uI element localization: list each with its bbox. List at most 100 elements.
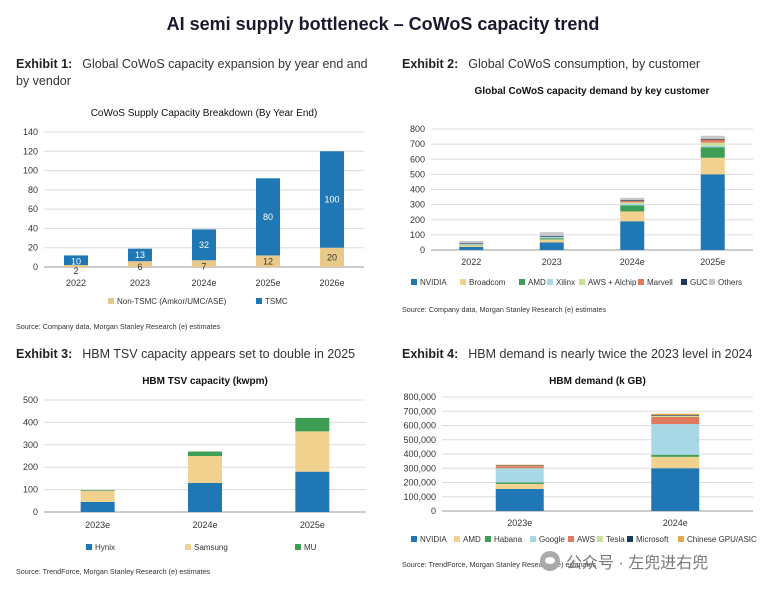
chart-hbm-tsv: HBM TSV capacity (kwpm) 0 100 200 300 400 500 2… — [10, 372, 375, 562]
bar-nvidia-2025e — [700, 174, 725, 250]
y-tick-label: 400 — [23, 417, 38, 427]
exhibit-2-caption: Global CoWoS consumption, by customer — [468, 57, 701, 71]
bar-amd-2023e — [495, 483, 544, 489]
bar-others-2022 — [459, 240, 484, 244]
bar-xilinx-2022 — [459, 243, 484, 245]
y-tick-label: 300,000 — [403, 463, 436, 473]
x-tick-label: 2022 — [66, 278, 86, 288]
exhibit-3-source: Source: TrendForce, Morgan Stanley Resea… — [16, 567, 211, 576]
legend-swatch-aws — [568, 536, 574, 542]
y-tick-label: 80 — [28, 185, 38, 195]
y-tick-label: 200 — [410, 215, 425, 225]
bar-mu-2023e — [80, 490, 115, 491]
bar-samsung-2025e — [295, 431, 330, 472]
bar-aws-alchip-2025e — [700, 142, 725, 146]
y-tick-label: 400 — [410, 185, 425, 195]
x-tick-label: 2022 — [461, 257, 481, 267]
legend-label-nvidia: NVIDIA — [420, 278, 447, 287]
data-label: 80 — [263, 212, 273, 222]
legend-swatch-non-tsmc-amkor-umc-ase — [108, 298, 114, 304]
chart-cowos-supply-svg: CoWoS Supply Capacity Breakdown (By Year… — [23, 108, 364, 306]
bar-marvell-2024e — [620, 200, 645, 203]
y-tick-label: 200,000 — [403, 478, 436, 488]
bar-mu-2025e — [295, 417, 330, 432]
bar-others-2025e — [700, 135, 725, 139]
exhibit-3-number: Exhibit 3: — [16, 347, 73, 361]
legend-label-mu: MU — [304, 543, 317, 552]
y-tick-label: 120 — [23, 146, 38, 156]
data-label: 20 — [327, 252, 337, 262]
y-tick-label: 140 — [23, 127, 38, 137]
legend-swatch-xilinx — [547, 279, 553, 285]
legend-label-amd: AMD — [463, 535, 481, 544]
y-tick-label: 100,000 — [403, 492, 436, 502]
legend-swatch-aws-alchip — [579, 279, 585, 285]
page-title: AI semi supply bottleneck – CoWoS capaci… — [166, 14, 600, 34]
watermark: 公众号 · 左兜进右兜 — [540, 548, 758, 574]
exhibit-1-caption: Global CoWoS capacity expansion by year … — [16, 57, 368, 88]
legend-label-microsoft: Microsoft — [636, 535, 669, 544]
legend-swatch-amd — [454, 536, 460, 542]
exhibit-2-number: Exhibit 2: — [402, 57, 459, 71]
data-label: 100 — [324, 195, 339, 205]
watermark-text: 公众号 · 左兜进右兜 — [566, 555, 709, 572]
legend-swatch-mu — [295, 544, 301, 550]
bar-tesla-2024e — [651, 415, 700, 417]
data-label: 32 — [199, 240, 209, 250]
bar-amd-2022 — [459, 244, 484, 246]
data-label: 7 — [201, 261, 206, 271]
y-tick-label: 800,000 — [403, 392, 436, 402]
legend-label-broadcom: Broadcom — [469, 278, 506, 287]
legend-label-nvidia: NVIDIA — [420, 535, 447, 544]
bar-mu-2024e — [188, 451, 222, 456]
bar-non-tsmc-amkor-umc-ase-2022 — [64, 265, 88, 267]
x-tick-label: 2025e — [255, 278, 280, 288]
legend-swatch-samsung — [185, 544, 191, 550]
legend-label-aws-alchip: AWS + Alchip — [588, 278, 637, 287]
exhibit-4-source: Source: TrendForce, Morgan Stanley Resea… — [402, 560, 597, 569]
legend-swatch-google — [530, 536, 536, 542]
x-tick-label: 2024e — [191, 278, 216, 288]
data-label: 12 — [263, 256, 273, 266]
bar-microsoft-2023e — [495, 465, 544, 466]
y-tick-label: 100 — [410, 230, 425, 240]
legend-swatch-broadcom — [460, 279, 466, 285]
x-tick-label: 2023e — [507, 518, 532, 528]
bar-xilinx-2025e — [700, 145, 725, 148]
y-tick-label: 300 — [410, 200, 425, 210]
exhibit-2-source: Source: Company data, Morgan Stanley Res… — [402, 305, 607, 314]
exhibit-4-caption: HBM demand is nearly twice the 2023 leve… — [468, 347, 753, 361]
legend-label-habana: Habana — [494, 535, 523, 544]
bar-broadcom-2024e — [620, 211, 645, 222]
bar-hynix-2024e — [188, 482, 222, 512]
bar-nvidia-2024e — [651, 468, 700, 511]
x-tick-label: 2024e — [620, 257, 645, 267]
legend-swatch-amd — [519, 279, 525, 285]
chart-hbm-demand: HBM demand (k GB) 0 100,000 200,000 300,000 4… — [397, 372, 762, 557]
legend-swatch-habana — [485, 536, 491, 542]
exhibit-1-heading: Exhibit 1: Global CoWoS capacity expansio… — [16, 56, 376, 90]
legend-swatch-tesla — [597, 536, 603, 542]
bar-guc-2025e — [700, 138, 725, 140]
bar-tsmc-2025e — [256, 178, 280, 256]
x-tick-label: 2024e — [663, 518, 688, 528]
y-tick-label: 60 — [28, 204, 38, 214]
x-tick-label: 2026e — [319, 278, 344, 288]
exhibit-3-heading: Exhibit 3: HBM TSV capacity appears set t… — [16, 346, 386, 363]
bar-non-tsmc-amkor-umc-ase-2023 — [128, 261, 152, 267]
chart-title: HBM demand (k GB) — [549, 376, 646, 387]
legend-label-others: Others — [718, 278, 742, 287]
legend-swatch-nvidia — [411, 536, 417, 542]
exhibit-4-heading: Exhibit 4: HBM demand is nearly twice the… — [402, 346, 764, 363]
bar-habana-2024e — [651, 454, 700, 457]
bar-aws-2023e — [495, 466, 544, 469]
bar-tsmc-2023 — [128, 248, 152, 262]
data-label: 6 — [137, 262, 142, 272]
y-tick-label: 400,000 — [403, 449, 436, 459]
y-tick-label: 100 — [23, 166, 38, 176]
bar-others-2024e — [620, 197, 645, 201]
bar-nvidia-2024e — [620, 221, 645, 250]
bar-broadcom-2025e — [700, 157, 725, 175]
legend-label-tsmc: TSMC — [265, 297, 288, 306]
y-tick-label: 0 — [33, 262, 38, 272]
